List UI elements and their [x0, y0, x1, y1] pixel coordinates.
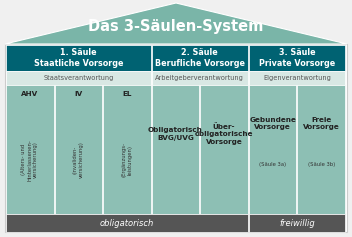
Bar [152, 45, 248, 71]
Bar [6, 85, 54, 214]
Bar [5, 44, 347, 232]
Text: Obligatorisch
BVG/UVG: Obligatorisch BVG/UVG [148, 127, 203, 141]
Text: Gebundene
Vorsorge: Gebundene Vorsorge [249, 117, 296, 130]
Bar [249, 214, 345, 232]
Bar [249, 45, 345, 71]
Text: freiwillig: freiwillig [279, 219, 315, 228]
Bar [249, 85, 296, 214]
Text: (Invaliden-
versicherung): (Invaliden- versicherung) [73, 141, 84, 178]
Text: 1. Säule
Staatliche Vorsorge: 1. Säule Staatliche Vorsorge [33, 48, 123, 68]
Bar [6, 45, 151, 71]
Bar [152, 85, 199, 214]
Text: Das 3-Säulen-System: Das 3-Säulen-System [88, 19, 264, 34]
Text: Arbeitgeberverantwortung: Arbeitgeberverantwortung [155, 75, 244, 81]
Bar [55, 85, 102, 214]
Text: AHV: AHV [21, 91, 38, 97]
Text: (Säule 3b): (Säule 3b) [308, 163, 335, 168]
Text: Über-
obligatorische
Vorsorge: Über- obligatorische Vorsorge [195, 123, 253, 145]
Bar [6, 214, 248, 232]
Bar [249, 71, 345, 85]
Text: 2. Säule
Berufliche Vorsorge: 2. Säule Berufliche Vorsorge [155, 48, 245, 68]
Text: (Alters- und
Hinterlassenen-
versicherung): (Alters- und Hinterlassenen- versicherun… [21, 139, 38, 181]
Text: Eigenverantwortung: Eigenverantwortung [263, 75, 331, 81]
Text: Freie
Vorsorge: Freie Vorsorge [303, 117, 340, 130]
Text: IV: IV [74, 91, 82, 97]
Text: Staatsverantwortung: Staatsverantwortung [43, 75, 114, 81]
Bar [200, 85, 248, 214]
Bar [6, 71, 151, 85]
Text: EL: EL [122, 91, 132, 97]
Bar [152, 71, 248, 85]
Text: (Säule 3a): (Säule 3a) [259, 163, 286, 168]
Text: obligatorisch: obligatorisch [100, 219, 154, 228]
Polygon shape [5, 3, 347, 44]
Text: 3. Säule
Private Vorsorge: 3. Säule Private Vorsorge [259, 48, 335, 68]
Bar [103, 85, 151, 214]
Text: (Ergänzungs-
leistungen): (Ergänzungs- leistungen) [121, 142, 132, 177]
Bar [297, 85, 345, 214]
